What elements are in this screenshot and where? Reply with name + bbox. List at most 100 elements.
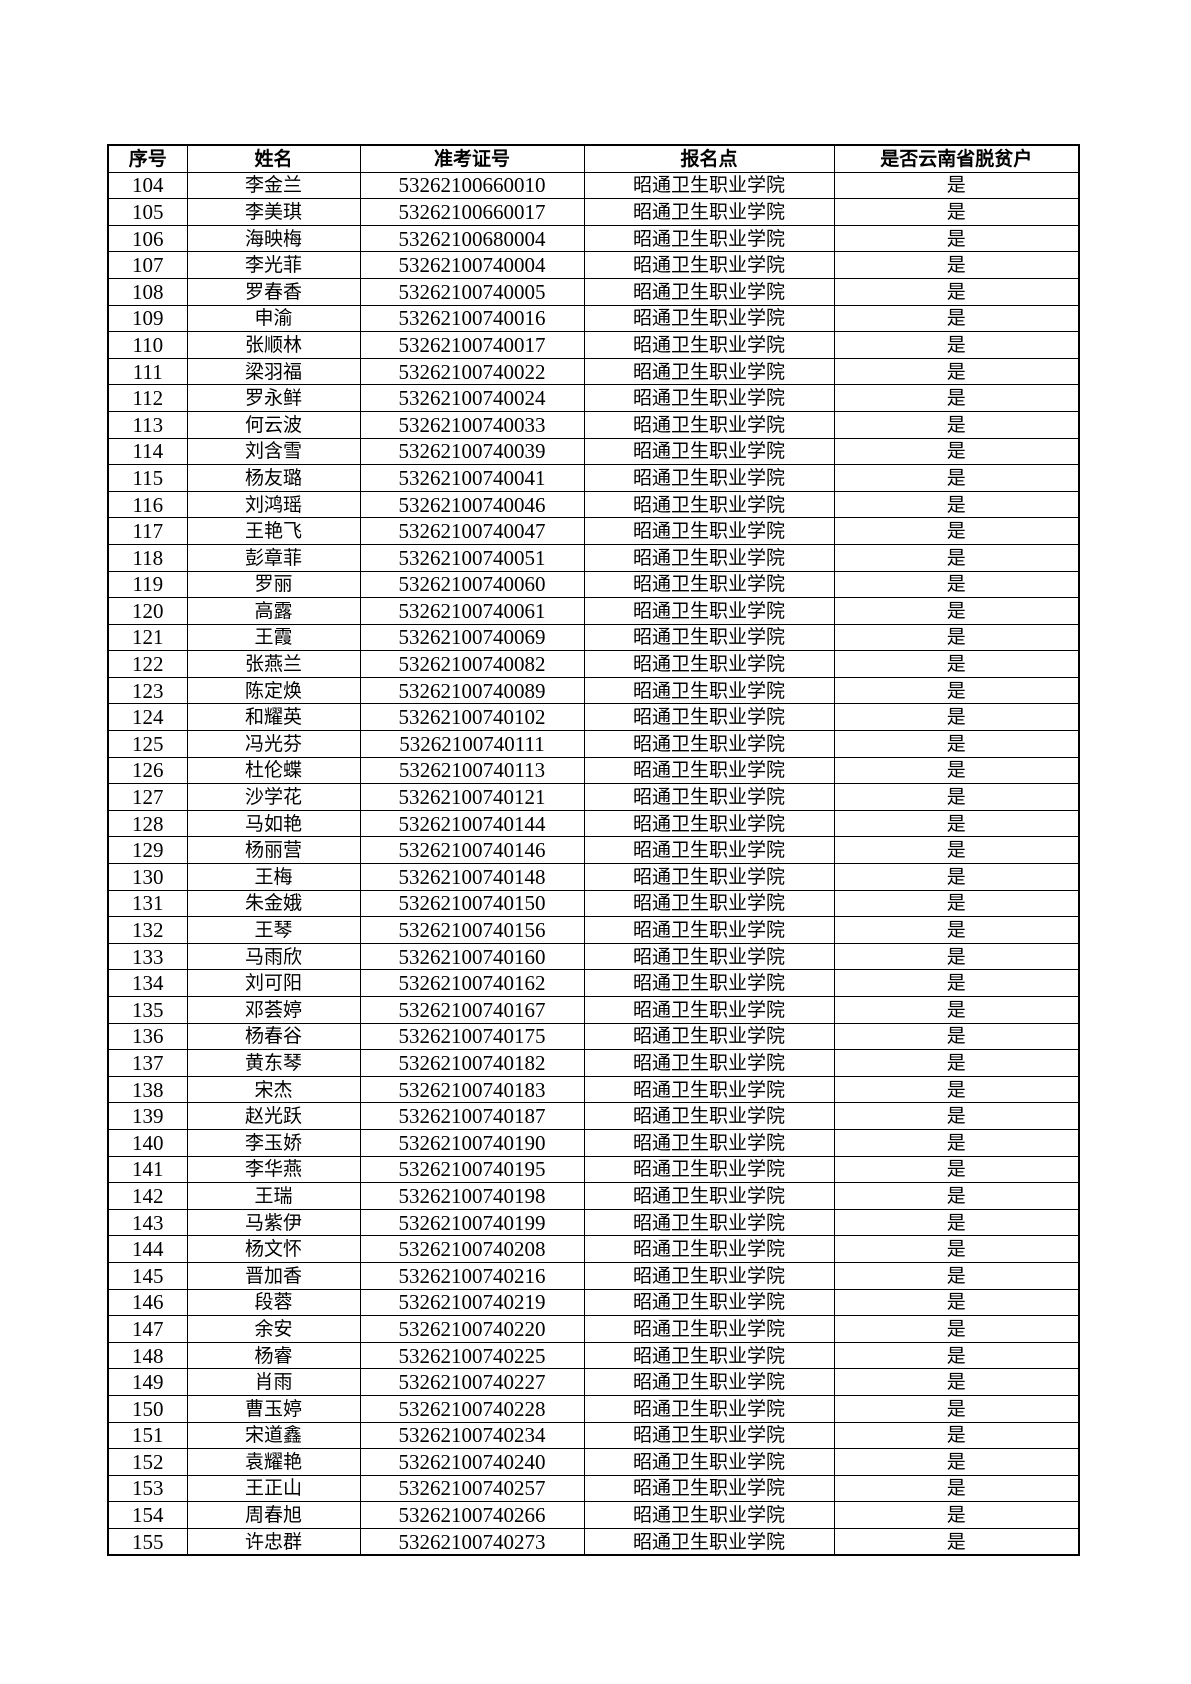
table-row: 142 王瑞 53262100740198 昭通卫生职业学院是 bbox=[107, 1182, 1080, 1210]
cell-seq: 120 bbox=[107, 597, 188, 625]
cell-poverty-status: 是 bbox=[833, 597, 1080, 625]
cell-seq: 124 bbox=[107, 703, 188, 732]
cell-registration-site: 昭通卫生职业学院 bbox=[583, 1527, 835, 1556]
cell-exam-id: 53262100740089 bbox=[359, 676, 585, 705]
cell-name: 杨春谷 bbox=[186, 1022, 361, 1051]
cell-name: 申渝 bbox=[186, 304, 361, 333]
cell-exam-id: 53262100740266 bbox=[359, 1501, 585, 1529]
cell-registration-site: 昭通卫生职业学院 bbox=[583, 1448, 835, 1476]
cell-seq: 145 bbox=[107, 1261, 188, 1290]
cell-poverty-status: 是 bbox=[833, 1235, 1080, 1263]
cell-registration-site: 昭通卫生职业学院 bbox=[583, 942, 835, 971]
cell-poverty-status: 是 bbox=[833, 490, 1080, 519]
header-name: 姓名 bbox=[186, 144, 361, 173]
cell-exam-id: 53262100660010 bbox=[359, 171, 585, 200]
table-row: 104 李金兰 53262100660010 昭通卫生职业学院是 bbox=[107, 171, 1080, 200]
cell-seq: 128 bbox=[107, 809, 188, 838]
table-row: 122 张燕兰 53262100740082 昭通卫生职业学院是 bbox=[107, 650, 1080, 678]
cell-poverty-status: 是 bbox=[833, 1448, 1080, 1476]
cell-poverty-status: 是 bbox=[833, 384, 1080, 412]
cell-poverty-status: 是 bbox=[833, 1501, 1080, 1529]
table-row: 111 梁羽福 53262100740022 昭通卫生职业学院是 bbox=[107, 357, 1080, 386]
header-seq: 序号 bbox=[107, 144, 188, 173]
cell-name: 晋加香 bbox=[186, 1261, 361, 1290]
table-row: 115 杨友璐 53262100740041 昭通卫生职业学院是 bbox=[107, 464, 1080, 492]
cell-exam-id: 53262100740148 bbox=[359, 863, 585, 891]
cell-name: 邓荟婷 bbox=[186, 996, 361, 1024]
cell-exam-id: 53262100740039 bbox=[359, 437, 585, 466]
table-row: 116 刘鸿瑶 53262100740046 昭通卫生职业学院是 bbox=[107, 490, 1080, 519]
table-row: 146 段蓉 53262100740219 昭通卫生职业学院是 bbox=[107, 1288, 1080, 1317]
cell-name: 陈定焕 bbox=[186, 676, 361, 705]
cell-registration-site: 昭通卫生职业学院 bbox=[583, 1288, 835, 1317]
cell-name: 罗春香 bbox=[186, 277, 361, 306]
cell-name: 王艳飞 bbox=[186, 517, 361, 545]
cell-registration-site: 昭通卫生职业学院 bbox=[583, 224, 835, 253]
cell-registration-site: 昭通卫生职业学院 bbox=[583, 863, 835, 891]
cell-exam-id: 53262100740156 bbox=[359, 916, 585, 944]
cell-name: 李美琪 bbox=[186, 198, 361, 226]
cell-registration-site: 昭通卫生职业学院 bbox=[583, 410, 835, 439]
cell-seq: 151 bbox=[107, 1421, 188, 1450]
cell-poverty-status: 是 bbox=[833, 1075, 1080, 1104]
cell-seq: 126 bbox=[107, 756, 188, 785]
cell-exam-id: 53262100740121 bbox=[359, 783, 585, 811]
cell-poverty-status: 是 bbox=[833, 198, 1080, 226]
cell-poverty-status: 是 bbox=[833, 1394, 1080, 1423]
cell-name: 王琴 bbox=[186, 916, 361, 944]
table-row: 118 彭章菲 53262100740051 昭通卫生职业学院是 bbox=[107, 543, 1080, 572]
cell-seq: 137 bbox=[107, 1049, 188, 1077]
cell-exam-id: 53262100660017 bbox=[359, 198, 585, 226]
cell-exam-id: 53262100740187 bbox=[359, 1102, 585, 1130]
cell-poverty-status: 是 bbox=[833, 809, 1080, 838]
table-row: 109 申渝 53262100740016 昭通卫生职业学院是 bbox=[107, 304, 1080, 333]
cell-seq: 111 bbox=[107, 357, 188, 386]
cell-registration-site: 昭通卫生职业学院 bbox=[583, 357, 835, 386]
cell-seq: 147 bbox=[107, 1315, 188, 1343]
cell-exam-id: 53262100740162 bbox=[359, 969, 585, 997]
cell-registration-site: 昭通卫生职业学院 bbox=[583, 384, 835, 412]
table-row: 112 罗永鲜 53262100740024 昭通卫生职业学院是 bbox=[107, 384, 1080, 412]
cell-poverty-status: 是 bbox=[833, 969, 1080, 997]
cell-poverty-status: 是 bbox=[833, 331, 1080, 359]
cell-registration-site: 昭通卫生职业学院 bbox=[583, 1128, 835, 1157]
table-row: 120 高露 53262100740061 昭通卫生职业学院是 bbox=[107, 597, 1080, 625]
cell-registration-site: 昭通卫生职业学院 bbox=[583, 1182, 835, 1210]
cell-exam-id: 53262100740144 bbox=[359, 809, 585, 838]
cell-name: 马雨欣 bbox=[186, 942, 361, 971]
cell-poverty-status: 是 bbox=[833, 1368, 1080, 1396]
cell-seq: 150 bbox=[107, 1394, 188, 1423]
cell-name: 和耀英 bbox=[186, 703, 361, 732]
cell-seq: 125 bbox=[107, 730, 188, 758]
cell-exam-id: 53262100740220 bbox=[359, 1315, 585, 1343]
cell-seq: 112 bbox=[107, 384, 188, 412]
cell-exam-id: 53262100740082 bbox=[359, 650, 585, 678]
cell-poverty-status: 是 bbox=[833, 1128, 1080, 1157]
cell-name: 李华燕 bbox=[186, 1155, 361, 1184]
cell-seq: 135 bbox=[107, 996, 188, 1024]
cell-poverty-status: 是 bbox=[833, 1288, 1080, 1317]
cell-exam-id: 53262100740160 bbox=[359, 942, 585, 971]
cell-seq: 118 bbox=[107, 543, 188, 572]
cell-poverty-status: 是 bbox=[833, 1049, 1080, 1077]
cell-poverty-status: 是 bbox=[833, 437, 1080, 466]
cell-name: 马紫伊 bbox=[186, 1208, 361, 1237]
cell-seq: 122 bbox=[107, 650, 188, 678]
cell-exam-id: 53262100740182 bbox=[359, 1049, 585, 1077]
table-row: 107 李光菲 53262100740004 昭通卫生职业学院是 bbox=[107, 251, 1080, 279]
cell-seq: 117 bbox=[107, 517, 188, 545]
table-row: 155 许忠群 53262100740273 昭通卫生职业学院是 bbox=[107, 1527, 1080, 1556]
cell-poverty-status: 是 bbox=[833, 1261, 1080, 1290]
table-row: 134 刘可阳 53262100740162 昭通卫生职业学院是 bbox=[107, 969, 1080, 997]
table-row: 149 肖雨 53262100740227 昭通卫生职业学院是 bbox=[107, 1368, 1080, 1396]
cell-registration-site: 昭通卫生职业学院 bbox=[583, 543, 835, 572]
cell-registration-site: 昭通卫生职业学院 bbox=[583, 570, 835, 599]
cell-registration-site: 昭通卫生职业学院 bbox=[583, 1394, 835, 1423]
cell-exam-id: 53262100740060 bbox=[359, 570, 585, 599]
cell-poverty-status: 是 bbox=[833, 357, 1080, 386]
table-row: 154 周春旭 53262100740266 昭通卫生职业学院是 bbox=[107, 1501, 1080, 1529]
table-row: 133 马雨欣 53262100740160 昭通卫生职业学院是 bbox=[107, 942, 1080, 971]
cell-seq: 130 bbox=[107, 863, 188, 891]
cell-seq: 155 bbox=[107, 1527, 188, 1556]
cell-seq: 129 bbox=[107, 836, 188, 865]
